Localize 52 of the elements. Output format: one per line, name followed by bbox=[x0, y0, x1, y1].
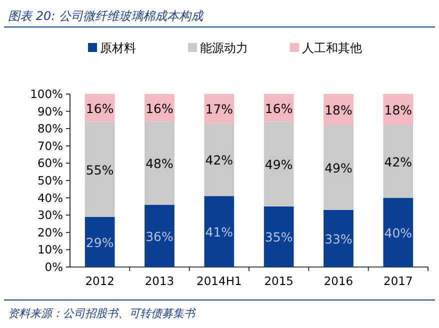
legend-label: 能源动力 bbox=[200, 41, 248, 55]
y-tick-label: 60% bbox=[37, 156, 64, 170]
x-tick-label: 2013 bbox=[144, 274, 174, 288]
bar bbox=[264, 206, 294, 267]
data-label: 35% bbox=[264, 230, 293, 245]
bar bbox=[144, 122, 174, 205]
y-tick-label: 50% bbox=[37, 174, 64, 188]
y-tick-label: 90% bbox=[37, 104, 64, 118]
bar bbox=[383, 198, 414, 267]
y-tick-label: 80% bbox=[37, 122, 64, 136]
y-tick-label: 0% bbox=[44, 260, 64, 274]
data-label: 49% bbox=[324, 160, 353, 176]
data-label: 18% bbox=[384, 102, 412, 118]
data-label: 17% bbox=[205, 102, 234, 117]
data-label: 40% bbox=[384, 225, 412, 240]
x-tick-label: 2016 bbox=[324, 274, 354, 288]
data-label: 42% bbox=[205, 152, 234, 168]
x-tick-label: 2014H1 bbox=[196, 274, 242, 288]
x-tick-label: 2017 bbox=[384, 274, 413, 288]
data-label: 36% bbox=[146, 228, 174, 244]
y-tick-label: 30% bbox=[37, 208, 64, 222]
legend-label: 人工和其他 bbox=[302, 41, 362, 55]
data-label: 49% bbox=[264, 157, 293, 172]
bar bbox=[204, 196, 234, 267]
y-tick-label: 10% bbox=[37, 242, 64, 257]
data-label: 16% bbox=[264, 100, 293, 116]
chart-title: 图表 20: 公司微纤维玻璃棉成本构成 bbox=[8, 9, 205, 23]
legend-label: 原材料 bbox=[100, 41, 136, 55]
bar bbox=[84, 122, 115, 217]
data-label: 18% bbox=[324, 102, 353, 118]
data-label: 29% bbox=[86, 234, 114, 250]
y-tick-label: 20% bbox=[37, 225, 64, 240]
bar bbox=[383, 125, 414, 198]
bar bbox=[144, 204, 174, 267]
data-label: 33% bbox=[324, 231, 353, 246]
data-label: 16% bbox=[146, 100, 174, 116]
data-label: 55% bbox=[86, 162, 114, 178]
y-tick-label: 100% bbox=[30, 87, 64, 101]
text: 资料来源：公司招股书、可转债募集书 bbox=[8, 307, 197, 320]
data-label: 48% bbox=[146, 156, 174, 172]
data-label: 41% bbox=[205, 224, 234, 240]
bar bbox=[324, 125, 354, 210]
bar bbox=[84, 216, 115, 267]
bar bbox=[324, 210, 354, 267]
y-tick-label: 40% bbox=[37, 190, 64, 205]
x-tick-label: 2012 bbox=[85, 274, 114, 288]
data-label: 42% bbox=[384, 154, 412, 170]
y-tick-label: 70% bbox=[37, 138, 64, 153]
bar bbox=[264, 122, 294, 206]
x-tick-label: 2015 bbox=[264, 274, 294, 288]
data-label: 16% bbox=[86, 100, 114, 116]
bar bbox=[204, 123, 234, 196]
